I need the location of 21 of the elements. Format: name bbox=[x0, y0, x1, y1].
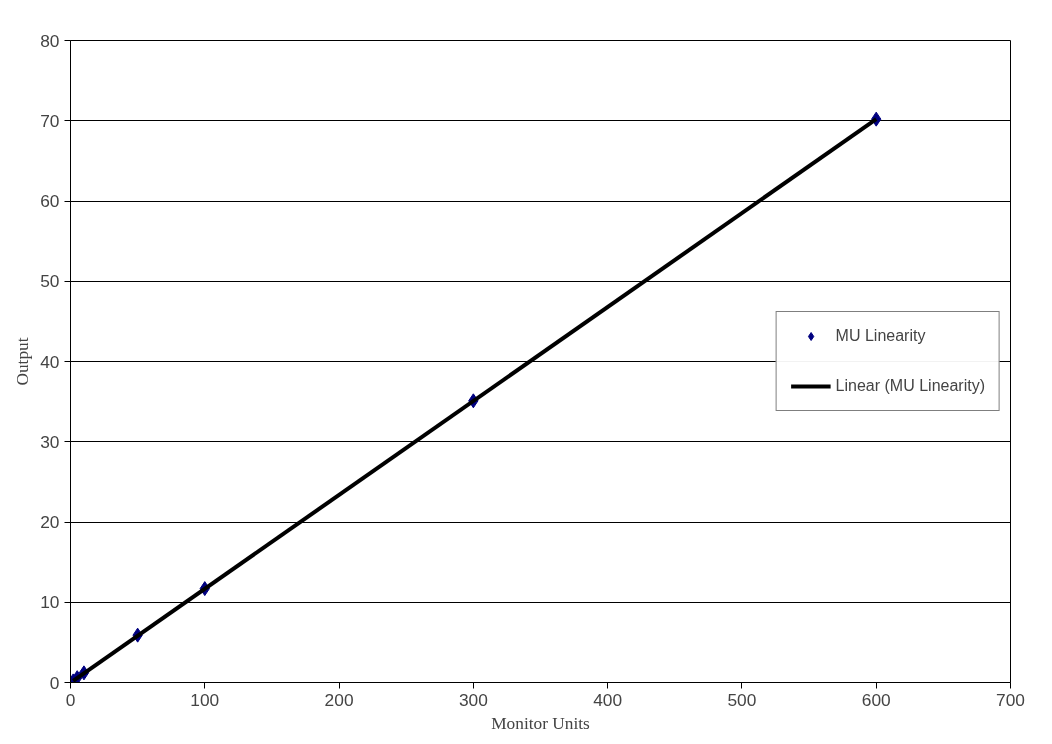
x-tick-label: 0 bbox=[65, 689, 76, 710]
y-tick-label: 40 bbox=[40, 351, 60, 372]
y-tick-label: 80 bbox=[40, 30, 60, 51]
x-tick-label: 500 bbox=[727, 689, 757, 710]
x-axis-title: Monitor Units bbox=[491, 713, 591, 733]
y-tick-label: 60 bbox=[40, 191, 60, 211]
y-tick-label: 20 bbox=[40, 512, 60, 532]
x-tick-label: 100 bbox=[190, 689, 220, 710]
y-tick-label: 0 bbox=[49, 672, 60, 693]
x-tick-label: 600 bbox=[861, 689, 891, 710]
x-tick-label: 200 bbox=[324, 689, 354, 710]
y-tick-label: 30 bbox=[40, 431, 60, 452]
y-tick-label: 50 bbox=[40, 271, 60, 292]
x-tick-label: 400 bbox=[593, 689, 623, 710]
x-tick-label: 700 bbox=[996, 689, 1025, 710]
y-tick-label: 10 bbox=[40, 592, 60, 613]
x-tick-label: 300 bbox=[458, 689, 488, 710]
y-axis-title: Output bbox=[13, 337, 33, 386]
legend-label: Linear (MU Linearity) bbox=[835, 377, 985, 395]
y-tick-label: 70 bbox=[40, 110, 60, 131]
legend-label: MU Linearity bbox=[835, 327, 926, 345]
